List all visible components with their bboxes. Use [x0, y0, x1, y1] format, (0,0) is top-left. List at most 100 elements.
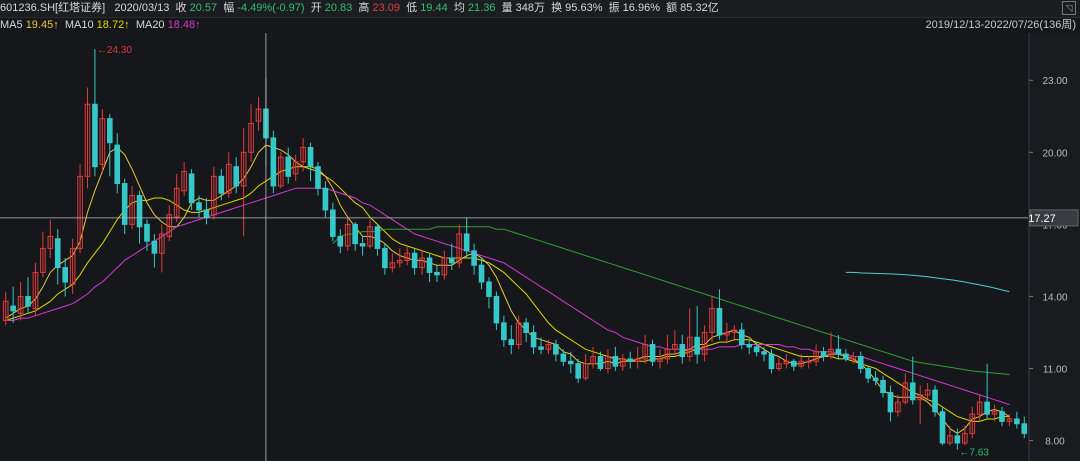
candle-body: [463, 233, 470, 252]
candle-body: [753, 346, 760, 353]
high-label: 高: [358, 2, 370, 14]
candle-body: [560, 353, 567, 362]
candle-body: [114, 144, 121, 185]
amount-value: 85.32亿: [680, 2, 719, 14]
crosshair-price-label: 17.27: [1028, 213, 1056, 225]
candle-body: [768, 353, 775, 370]
candle-body: [895, 401, 901, 413]
candle-body: [619, 358, 626, 367]
candle-body: [448, 257, 455, 264]
candle-body: [2, 300, 9, 321]
avg-label: 均: [453, 2, 465, 14]
candle-body: [225, 163, 232, 194]
ma-line-ma10: [5, 166, 1010, 422]
candle-body: [330, 209, 336, 237]
ma10-value: 18.72↑: [96, 19, 130, 31]
candle-body: [932, 389, 938, 413]
candle-body: [694, 336, 700, 355]
candle-body: [582, 363, 589, 379]
ma10-label: MA10: [64, 19, 94, 31]
candle-body: [69, 247, 76, 285]
candle-body: [121, 183, 128, 225]
candle-body: [947, 435, 953, 444]
candle-body: [40, 247, 46, 273]
candle-body: [181, 171, 187, 192]
candle-body: [441, 257, 448, 276]
change-label: 幅: [223, 2, 235, 14]
candle-body: [218, 175, 225, 194]
candle-body: [738, 329, 745, 345]
change-value: -4.49%(-0.97): [237, 2, 305, 14]
expand-icon[interactable]: ◹: [1062, 1, 1076, 15]
candle-body: [954, 435, 961, 444]
candle-body: [657, 358, 663, 362]
candle-body: [701, 331, 708, 355]
candle-body: [553, 343, 559, 355]
candle-body: [382, 247, 388, 269]
candlestick-chart[interactable]: 23.0020.0017.0014.0011.008.0017.27←24.30…: [0, 33, 1080, 461]
candle-body: [724, 331, 730, 336]
ma5-label: MA5: [0, 19, 23, 31]
candle-body: [902, 382, 909, 403]
candle-body: [924, 389, 931, 396]
candle-body: [776, 363, 782, 370]
ma20-value: 18.48↑: [167, 19, 201, 31]
ma5-value: 19.45↑: [25, 19, 59, 31]
ma-legend: MA5 19.45↑ MA10 18.72↑ MA20 18.48↑: [0, 17, 1080, 33]
candle-body: [203, 209, 210, 218]
candle-body: [709, 307, 715, 333]
extreme-price-annotation: ←24.30: [97, 45, 132, 56]
candle-body: [1014, 418, 1020, 425]
candle-body: [969, 413, 976, 434]
candle-body: [961, 432, 968, 444]
date-range[interactable]: 2019/12/13-2022/07/26(136周): [925, 19, 1076, 31]
candle-body: [136, 195, 143, 228]
amount-label: 额: [666, 2, 678, 14]
candle-body: [909, 382, 916, 401]
candle-body: [820, 351, 827, 358]
candle-body: [359, 243, 366, 247]
candle-body: [478, 264, 485, 283]
candle-body: [173, 187, 180, 218]
candle-body: [92, 103, 98, 168]
stock-code[interactable]: 601236.SH[红塔证券]: [0, 2, 106, 14]
candle-body: [344, 223, 351, 247]
candle-body: [1021, 423, 1028, 434]
candle-body: [456, 233, 463, 264]
candle-body: [545, 343, 552, 350]
volume-label: 量: [501, 2, 513, 14]
candle-body: [367, 226, 373, 247]
candle-body: [419, 257, 425, 269]
quote-date: 2020/03/13: [114, 2, 170, 14]
candle-body: [151, 240, 158, 254]
candle-body: [129, 195, 135, 225]
candle-body: [248, 122, 254, 153]
ma-line-ma120: [845, 271, 1010, 293]
candle-body: [159, 233, 165, 254]
candle-body: [746, 343, 753, 348]
candle-body: [835, 348, 842, 355]
extreme-price-annotation: ←7.63: [959, 447, 989, 458]
y-tick-label: 8.00: [1045, 437, 1065, 448]
candle-body: [761, 351, 767, 355]
candle-body: [188, 173, 195, 204]
crosshair-price-box: [1029, 209, 1079, 227]
candle-body: [865, 368, 871, 379]
high-value: 23.09: [372, 2, 400, 14]
amplitude-value: 16.96%: [622, 2, 660, 14]
candle-body: [798, 360, 805, 367]
candle-body: [54, 238, 61, 269]
candle-body: [627, 358, 634, 362]
candle-body: [240, 151, 247, 187]
candle-body: [991, 411, 998, 415]
candle-body: [872, 377, 879, 382]
candle-body: [790, 360, 797, 367]
close-label: 收: [175, 2, 187, 14]
candle-body: [389, 262, 396, 269]
candle-body: [270, 137, 277, 187]
candle-body: [567, 360, 574, 365]
turnover-value: 95.63%: [565, 2, 603, 14]
candle-body: [211, 175, 217, 216]
open-label: 开: [310, 2, 322, 14]
candle-body: [396, 259, 403, 264]
